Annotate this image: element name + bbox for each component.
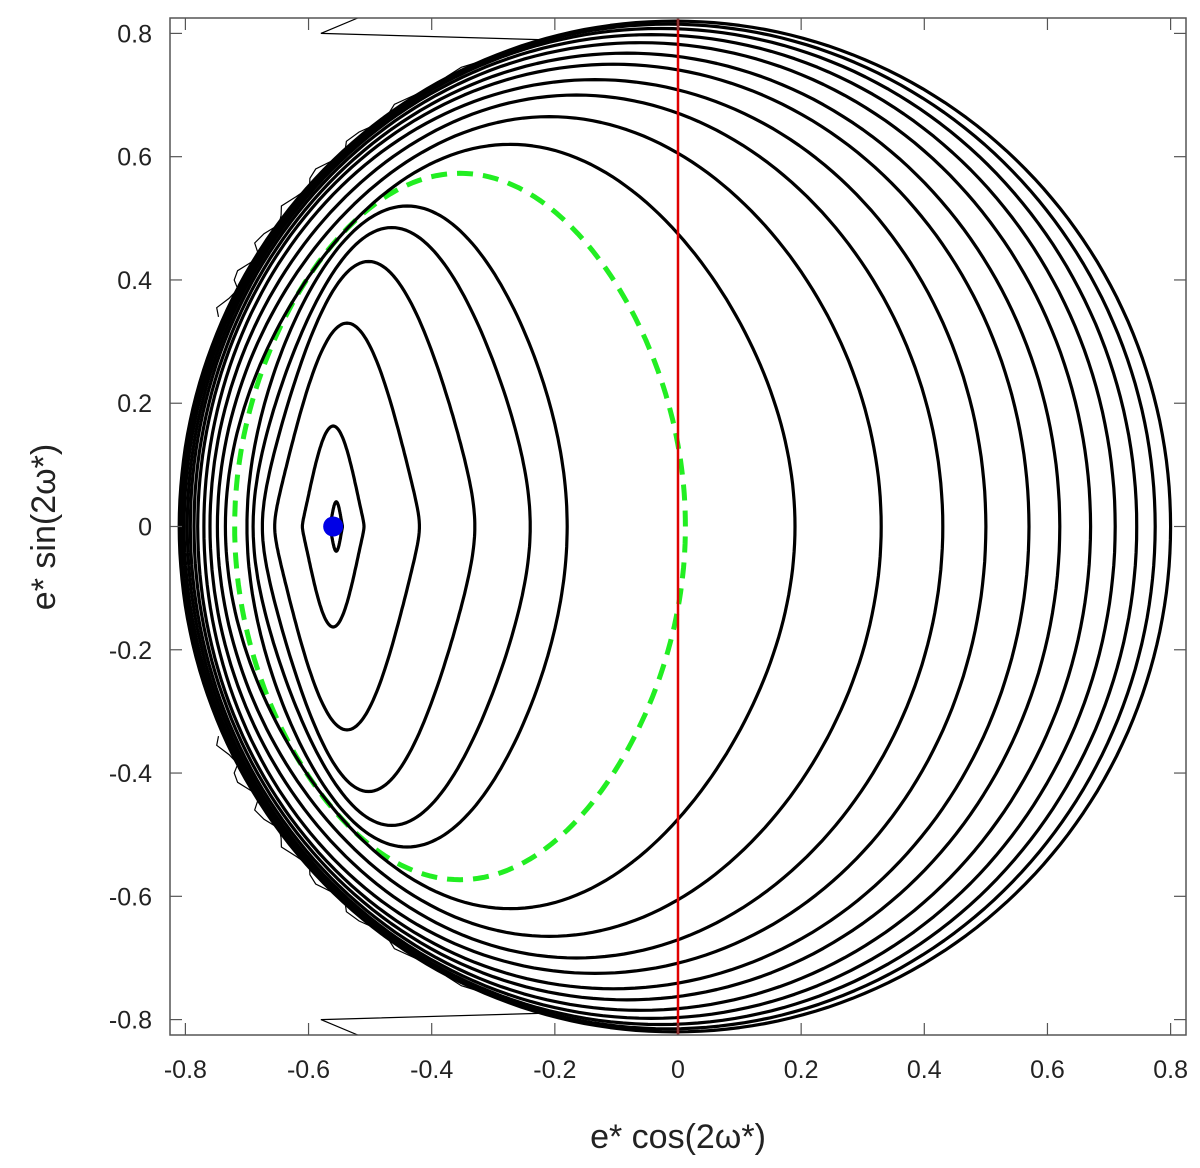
corner-boundary-lines xyxy=(216,18,539,1035)
y-axis-label: e* sin(2ω*) xyxy=(25,444,63,610)
contour-line xyxy=(192,51,1062,1002)
contour-line xyxy=(215,114,883,939)
contour-line xyxy=(196,62,1031,991)
y-tick-label: 0.2 xyxy=(117,390,152,418)
y-tick-label: -0.4 xyxy=(109,760,152,788)
y-tick-label: 0.4 xyxy=(117,267,152,295)
contour-line xyxy=(188,41,1093,1012)
y-tick-label: 0 xyxy=(138,514,152,542)
plot-area xyxy=(177,18,1173,1035)
contour-line xyxy=(300,424,366,629)
x-tick-label: -0.6 xyxy=(287,1056,330,1084)
contour-line xyxy=(245,204,569,849)
axis-ticks xyxy=(170,18,1186,1035)
contour-lines xyxy=(177,19,1173,1034)
contour-dashed xyxy=(232,170,688,883)
x-tick-label: -0.2 xyxy=(533,1056,576,1084)
x-tick-label: -0.8 xyxy=(164,1056,207,1084)
x-axis-label: e* cos(2ω*) xyxy=(590,1118,766,1156)
contour-line xyxy=(273,321,421,732)
x-tick-label: 0.2 xyxy=(784,1056,819,1084)
marker-layer xyxy=(323,516,344,537)
corner-boundary-bottom-left xyxy=(216,735,539,1035)
contour-line xyxy=(185,32,1117,1021)
contour-line xyxy=(208,93,945,960)
y-tick-label: 0.6 xyxy=(117,144,152,172)
contour-line xyxy=(223,142,797,911)
contour-line xyxy=(260,259,477,794)
y-tick-label: -0.6 xyxy=(109,883,152,911)
x-tick-label: 0.8 xyxy=(1153,1056,1188,1084)
contour-line xyxy=(182,26,1139,1027)
y-tick-label: 0.8 xyxy=(117,20,152,48)
corner-boundary-top-left xyxy=(216,18,539,318)
x-tick-labels: -0.8 -0.6 -0.4 -0.2 0 0.2 0.4 0.6 0.8 xyxy=(164,1056,1188,1084)
y-tick-label: -0.8 xyxy=(109,1007,152,1035)
contour-line xyxy=(251,226,532,828)
x-tick-label: -0.4 xyxy=(410,1056,453,1084)
x-tick-label: 0.6 xyxy=(1030,1056,1065,1084)
x-tick-label: 0.4 xyxy=(907,1056,942,1084)
y-tick-label: -0.2 xyxy=(109,637,152,665)
contour-line xyxy=(202,77,988,976)
x-tick-label: 0 xyxy=(671,1056,685,1084)
blue-point xyxy=(323,516,344,537)
y-tick-labels: 0.8 0.6 0.4 0.2 0 -0.2 -0.4 -0.6 -0.8 xyxy=(109,20,152,1034)
